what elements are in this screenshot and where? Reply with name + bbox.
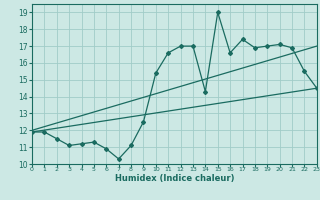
X-axis label: Humidex (Indice chaleur): Humidex (Indice chaleur) [115, 174, 234, 183]
